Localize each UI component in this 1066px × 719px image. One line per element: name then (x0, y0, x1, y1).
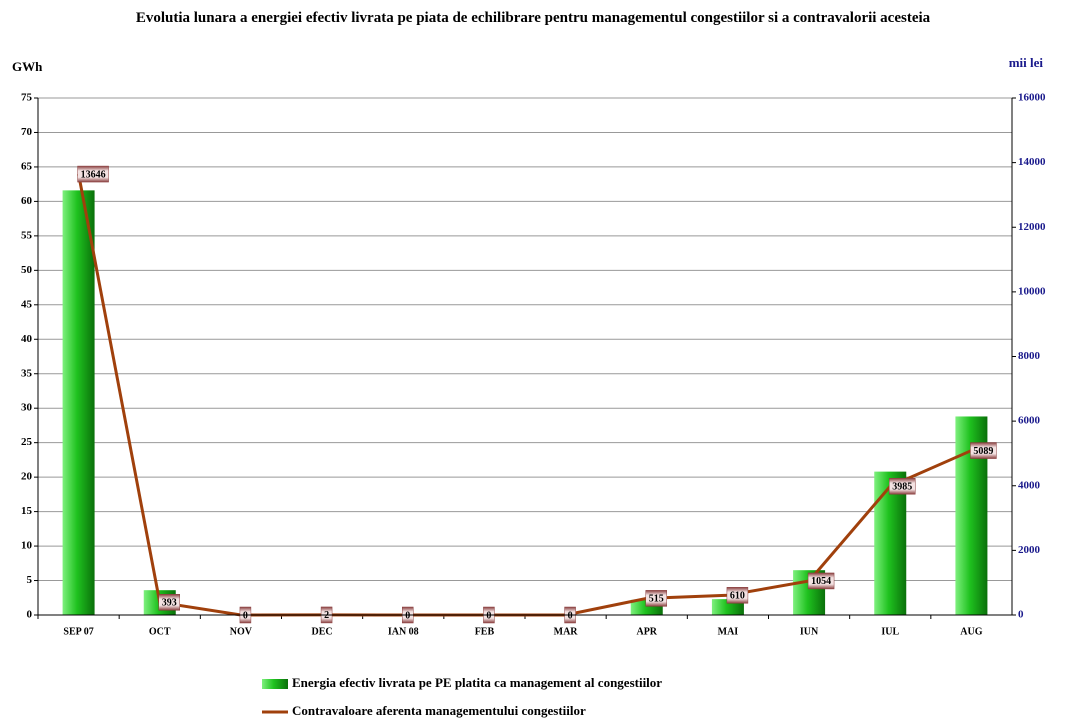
y2-tick-label: 2000 (1018, 544, 1041, 556)
data-label-text: 1054 (811, 576, 831, 587)
data-label-text: 13646 (81, 169, 106, 180)
data-label-box (807, 572, 835, 590)
data-label: 3985 (889, 477, 916, 495)
y-tick-label: 45 (21, 298, 33, 310)
y-tick-label: 75 (21, 92, 33, 104)
data-label-text: 610 (730, 591, 745, 602)
y-axis-title: GWh (12, 59, 43, 74)
y2-axis-title: mii lei (1009, 55, 1044, 70)
legend-label: Energia efectiv livrata pe PE platita ca… (292, 675, 662, 690)
y2-tick-label: 16000 (1018, 92, 1046, 104)
y2-tick-label: 4000 (1018, 479, 1041, 491)
x-tick-label: DEC (312, 626, 333, 637)
x-tick-label: IUL (881, 626, 899, 637)
data-label-text: 5089 (973, 446, 993, 457)
data-label-box (726, 587, 749, 604)
data-label-text: 2 (324, 610, 329, 621)
x-tick-label: IUN (800, 626, 819, 637)
y2-tick-label: 8000 (1018, 350, 1041, 362)
data-label: 5089 (970, 442, 997, 459)
y-tick-label: 15 (21, 505, 33, 517)
y-tick-label: 0 (27, 609, 33, 621)
x-tick-label: FEB (475, 626, 495, 637)
x-tick-label: IAN 08 (388, 626, 419, 637)
data-label-text: 0 (568, 610, 573, 621)
y-tick-label: 5 (27, 574, 33, 586)
data-label-text: 3985 (892, 482, 912, 493)
y-tick-label: 70 (21, 126, 33, 138)
data-label-box (645, 590, 667, 607)
y-tick-label: 40 (21, 333, 33, 345)
data-label-text: 515 (649, 594, 664, 605)
x-tick-label: SEP 07 (63, 626, 93, 637)
y-tick-label: 60 (21, 195, 33, 207)
legend-label: Contravaloare aferenta managementului co… (292, 703, 586, 718)
x-tick-label: NOV (230, 626, 253, 637)
x-tick-label: MAI (718, 626, 739, 637)
data-label-box (158, 594, 180, 611)
data-label-text: 0 (405, 610, 410, 621)
legend-swatch (262, 679, 288, 689)
bar (874, 471, 907, 615)
y-tick-label: 10 (21, 540, 33, 552)
y2-tick-label: 0 (1018, 609, 1024, 621)
y-tick-label: 35 (21, 367, 33, 379)
data-label: 1054 (807, 572, 835, 590)
data-label-text: 0 (486, 610, 491, 621)
line (77, 173, 973, 617)
y-tick-label: 50 (21, 264, 33, 276)
y2-tick-label: 14000 (1018, 156, 1046, 168)
y-tick-label: 25 (21, 436, 33, 448)
x-tick-label: AUG (960, 626, 982, 637)
data-label: 13646 (77, 165, 109, 183)
y-tick-label: 20 (21, 471, 33, 483)
data-label: 393 (158, 594, 180, 611)
y-tick-label: 55 (21, 229, 33, 241)
chart-title: Evolutia lunara a energiei efectiv livra… (135, 10, 931, 26)
data-label-box (77, 165, 109, 183)
data-label: 610 (726, 587, 749, 604)
y-tick-label: 30 (21, 402, 33, 414)
data-label: 515 (645, 590, 667, 607)
y2-tick-label: 10000 (1018, 285, 1046, 297)
data-label-text: 393 (162, 598, 177, 609)
y2-tick-label: 12000 (1018, 221, 1046, 233)
bar (62, 190, 95, 615)
y-tick-label: 65 (21, 160, 33, 172)
x-tick-label: OCT (149, 626, 171, 637)
data-label-box (889, 477, 916, 495)
y2-tick-label: 6000 (1018, 415, 1041, 427)
data-label-box (970, 442, 997, 459)
data-label-text: 0 (243, 610, 248, 621)
x-tick-label: APR (636, 626, 657, 637)
x-tick-label: MAR (554, 626, 579, 637)
